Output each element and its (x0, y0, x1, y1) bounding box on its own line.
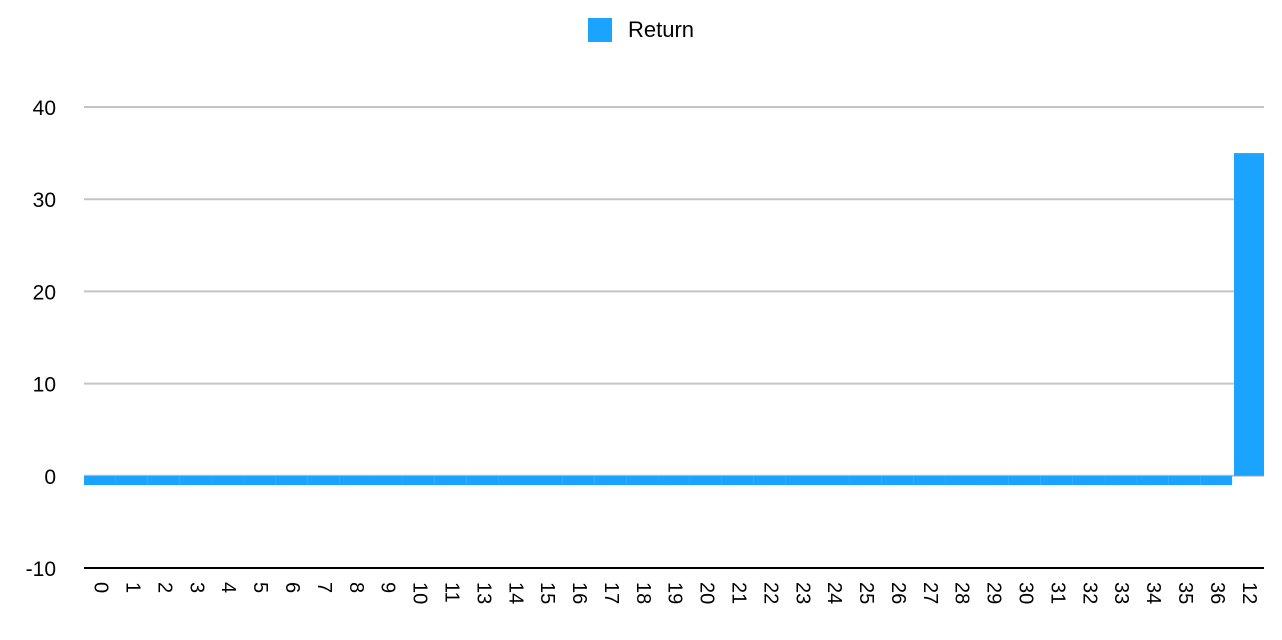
bar (753, 475, 786, 486)
bar (371, 475, 403, 486)
bar (1072, 475, 1105, 486)
bar (147, 475, 180, 486)
bar (594, 475, 627, 486)
bar (562, 475, 595, 486)
y-tick-label: 40 (33, 97, 56, 120)
bar (339, 475, 372, 486)
x-tick-label: 23 (791, 582, 813, 604)
x-tick-label: 16 (568, 582, 590, 604)
y-tick-label: -10 (26, 558, 56, 581)
bar (913, 475, 946, 486)
x-tick-label: 28 (951, 582, 973, 604)
x-tick-label: 20 (696, 582, 718, 604)
x-tick-label: 33 (1110, 582, 1132, 604)
x-tick-label: 2 (153, 582, 175, 593)
bar (817, 475, 850, 486)
bar (1136, 475, 1169, 486)
bar (115, 475, 148, 486)
bar (689, 475, 722, 486)
bar (1008, 475, 1041, 486)
y-tick-label: 0 (44, 466, 56, 489)
legend-label: Return (627, 17, 695, 42)
bar (658, 475, 690, 486)
x-tick-label: 19 (664, 582, 686, 604)
y-tick-label: 20 (33, 281, 56, 304)
x-tick-label: 11 (440, 582, 462, 603)
legend: Return (0, 17, 1282, 43)
x-tick-label: 22 (759, 582, 781, 604)
x-tick-label: 5 (249, 582, 271, 593)
bar (945, 475, 977, 486)
x-tick-label: 17 (600, 582, 622, 604)
x-tick-label: 21 (728, 582, 750, 604)
bar (179, 475, 212, 486)
x-tick-label: 6 (281, 582, 303, 593)
bar (466, 475, 499, 486)
bar (434, 475, 467, 486)
x-tick-label: 29 (983, 582, 1005, 604)
bar (626, 475, 659, 486)
x-tick-label: 14 (504, 582, 526, 604)
bar (1168, 475, 1201, 486)
x-tick-label: 1 (122, 582, 144, 593)
x-tick-label: 34 (1142, 582, 1164, 604)
bar (498, 475, 531, 486)
x-tick-label: 8 (345, 582, 367, 593)
x-tick-label: 31 (1046, 582, 1068, 604)
x-tick-label: 9 (377, 582, 399, 593)
x-tick-label: 18 (632, 582, 654, 604)
x-tick-label: 7 (313, 582, 335, 593)
x-tick-label: 32 (1078, 582, 1100, 604)
bar (530, 475, 563, 486)
x-tick-label: 24 (823, 582, 845, 604)
x-tick-label: 13 (472, 582, 494, 604)
y-tick-label: 30 (33, 189, 56, 212)
x-tick-label: 4 (217, 582, 239, 593)
bar (1200, 475, 1233, 486)
x-tick-label: 12 (1238, 582, 1260, 604)
bar (976, 475, 1009, 486)
x-tick-label: 10 (409, 582, 431, 604)
x-tick-label: 35 (1174, 582, 1196, 604)
x-tick-label: 30 (1015, 582, 1037, 604)
bar (275, 475, 308, 486)
bar (1234, 153, 1264, 476)
x-tick-label: 3 (185, 582, 207, 593)
x-tick-label: 26 (887, 582, 909, 604)
legend-swatch (587, 18, 612, 42)
bar (211, 475, 244, 486)
bar (881, 475, 914, 486)
bar (402, 475, 435, 486)
bar (243, 475, 276, 486)
bar (1104, 475, 1137, 486)
bar (785, 475, 818, 486)
x-tick-label: 27 (919, 582, 941, 604)
bar (307, 475, 340, 486)
bar (721, 475, 754, 486)
x-tick-label: 0 (90, 582, 112, 593)
x-tick-label: 15 (536, 582, 558, 604)
bar (84, 475, 116, 486)
x-tick-label: 25 (855, 582, 877, 604)
y-tick-label: 10 (33, 374, 56, 397)
x-tick-label: 36 (1206, 582, 1228, 604)
bar (849, 475, 882, 486)
bar (1040, 475, 1073, 486)
